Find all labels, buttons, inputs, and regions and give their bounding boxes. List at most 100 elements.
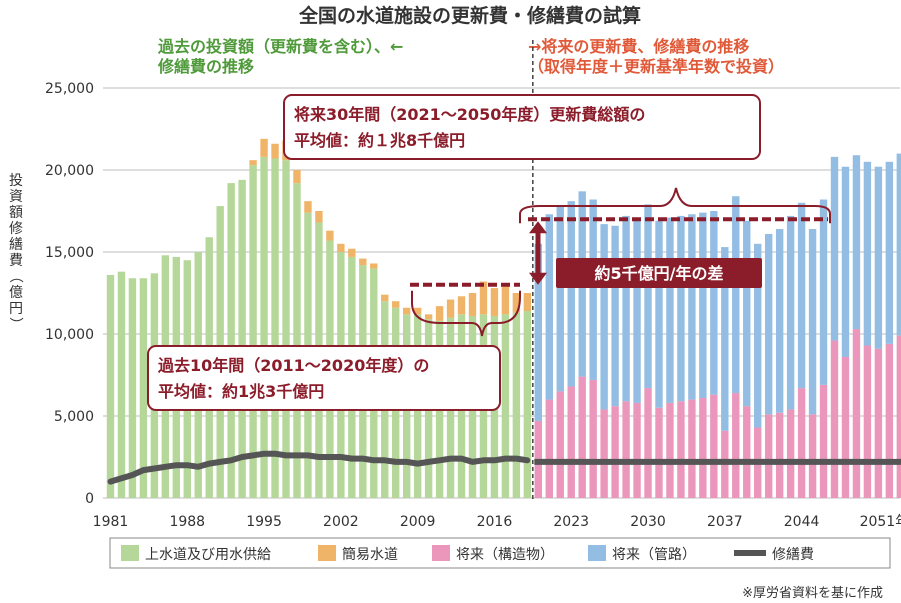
bar-simple — [468, 293, 477, 316]
bar-pipe — [885, 161, 894, 344]
bar-simple — [381, 294, 389, 302]
past-average-text-line-2: 平均値：約1兆3千億円 — [158, 382, 324, 401]
bar-structure — [688, 399, 696, 498]
bar-pipe — [874, 166, 883, 349]
bar-pipe — [852, 155, 861, 330]
future-average-text-line-2: 平均値：約１兆8千億円 — [294, 131, 465, 150]
legend-label: 将来（管路） — [612, 547, 696, 563]
bar-simple — [392, 301, 400, 308]
bar-simple — [446, 299, 455, 318]
bar-supply — [271, 158, 279, 498]
bar-structure — [797, 388, 806, 498]
bar-pipe — [622, 215, 630, 402]
x-tick-label: 2044 — [784, 514, 820, 530]
bar-structure — [622, 401, 630, 498]
bar-pipe — [797, 202, 806, 389]
past-average-box — [147, 345, 501, 411]
legend-label: 修繕費 — [772, 547, 814, 563]
bar-pipe — [808, 229, 817, 415]
left-heading-line-2: 修繕費の推移 — [157, 57, 254, 76]
legend-label: 将来（構造物） — [456, 547, 554, 563]
bar-supply — [139, 278, 148, 498]
bar-pipe — [841, 166, 850, 357]
bar-simple — [413, 307, 422, 315]
bar-simple — [293, 170, 301, 184]
bar-pipe — [600, 224, 608, 410]
y-axis-label-char: 資 — [9, 189, 23, 205]
bar-structure — [644, 388, 652, 498]
bar-structure — [732, 393, 740, 498]
x-tick-label: 2016 — [477, 514, 513, 530]
bar-structure — [633, 402, 641, 498]
bar-pipe — [556, 206, 564, 392]
bar-simple — [402, 307, 411, 315]
bar-simple — [435, 306, 444, 321]
y-tick-label: 15,000 — [45, 245, 94, 261]
bar-pipe — [699, 212, 707, 398]
bar-pipe — [655, 220, 663, 408]
bar-structure — [885, 343, 894, 498]
bar-supply — [106, 274, 115, 498]
x-tick-label: 1981 — [93, 514, 129, 530]
bar-structure — [852, 329, 861, 498]
y-axis-ticks: 0 5,000 10,000 15,000 20,000 25,000 — [45, 81, 94, 507]
y-tick-label: 5,000 — [54, 409, 94, 425]
right-heading-line-2: （取得年度＋更新基準年数で投資） — [528, 57, 784, 76]
bar-structure — [819, 384, 828, 498]
y-axis-label-char: 億 — [9, 285, 23, 301]
bar-pipe — [732, 196, 740, 394]
y-axis-label-char: ） — [7, 317, 23, 331]
legend-swatch — [318, 545, 336, 561]
legend-swatch — [432, 545, 450, 561]
bar-simple — [271, 143, 279, 159]
bar-pipe — [743, 220, 751, 407]
y-axis-label-char: 投 — [9, 173, 23, 189]
bar-structure — [556, 391, 564, 498]
bar-supply — [293, 183, 301, 498]
bar-structure — [830, 340, 839, 498]
bar-pipe — [677, 215, 685, 402]
bar-structure — [600, 409, 608, 498]
future-bracket — [519, 187, 831, 224]
bar-simple — [359, 258, 367, 266]
y-tick-label: 20,000 — [45, 163, 94, 179]
legend-swatch — [734, 550, 766, 556]
bar-pipe — [633, 217, 641, 403]
y-axis-label-char: 修 — [9, 221, 23, 237]
bar-pipe — [688, 214, 696, 400]
bar-pipe — [611, 225, 619, 407]
bar-supply — [512, 312, 521, 498]
bar-supply — [282, 160, 290, 498]
bar-structure — [578, 376, 586, 498]
y-tick-label: 10,000 — [45, 327, 94, 343]
x-tick-label: 1988 — [169, 514, 205, 530]
bar-structure — [699, 397, 707, 498]
bar-supply — [523, 311, 532, 498]
future-average-box — [283, 94, 761, 160]
bar-structure — [710, 394, 718, 498]
bar-simple — [315, 211, 323, 223]
legend-swatch — [588, 545, 606, 561]
bar-supply — [117, 271, 126, 498]
bar-pipe — [775, 229, 784, 413]
bar-structure — [677, 401, 685, 498]
bar-supply — [227, 183, 235, 498]
difference-arrow-head-top — [529, 221, 547, 234]
repair-line-group — [107, 40, 901, 500]
bar-structure — [666, 402, 674, 498]
bar-pipe — [589, 199, 597, 380]
difference-label: 約5千億円/年の差 — [595, 264, 724, 283]
y-axis-label-char: 円 — [9, 301, 23, 317]
bar-pipe — [830, 156, 839, 341]
right-heading-line-1: →将来の更新費、修繕費の推移 — [528, 37, 749, 56]
x-tick-label: 2051年 — [860, 514, 901, 530]
bar-simple — [304, 201, 312, 213]
x-axis-ticks: 1981 1988 1995 2002 2009 2016 2023 2030 2037 2044… — [93, 514, 901, 530]
left-heading-line-1: 過去の投資額（更新費を含む）、← — [157, 37, 403, 56]
bar-structure — [808, 414, 817, 498]
bar-pipe — [534, 243, 543, 421]
legend: 上水道及び用水供給 簡易水道 将来（構造物） 将来（管路） 修繕費 — [109, 537, 891, 569]
bar-simple — [249, 160, 257, 166]
bar-pipe — [545, 214, 553, 400]
